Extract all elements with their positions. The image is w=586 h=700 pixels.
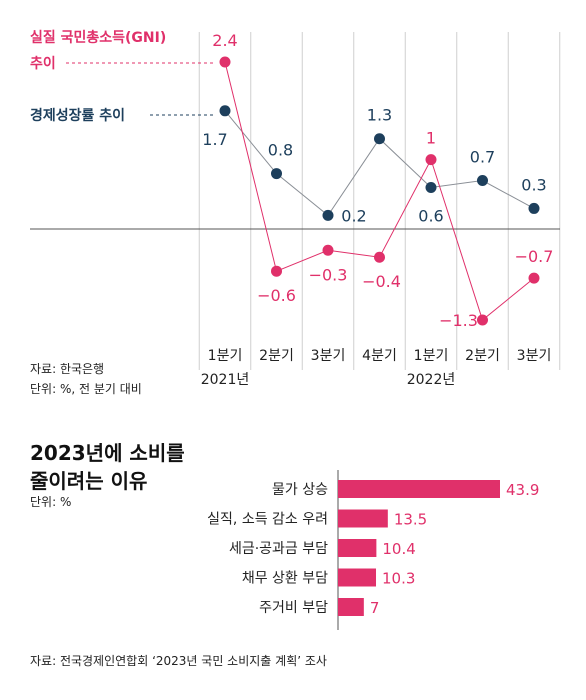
bar-category-label: 실직, 소득 감소 우려: [207, 512, 328, 528]
bar: [338, 568, 377, 587]
category-label: 1분기: [414, 348, 449, 364]
growth-point: [322, 209, 334, 221]
gni-data-label: −1.3: [439, 311, 478, 330]
gni-data-label: −0.7: [515, 247, 554, 266]
line-chart: 2.4 −0.6 −0.3 −0.4 1 −1.3 −0.7 1.7 0.8 0.2 1.3 0.6 0…: [30, 29, 561, 396]
legend-growth: 경제성장률 추이: [30, 107, 125, 124]
category-label: 1분기: [208, 348, 243, 364]
year-label: 2022년: [407, 372, 456, 388]
gni-data-label: 2.4: [212, 31, 237, 50]
gni-point: [219, 56, 231, 68]
growth-data-label: 0.8: [268, 141, 293, 160]
chart-source: 자료: 한국은행: [30, 361, 104, 376]
gni-data-label: −0.6: [257, 286, 296, 305]
gni-point: [425, 154, 437, 166]
growth-data-label: 0.3: [521, 175, 546, 194]
growth-data-label: 1.7: [202, 130, 227, 149]
category-label: 4분기: [362, 348, 397, 364]
growth-point: [374, 133, 385, 145]
bar: [338, 509, 388, 528]
bar-title-line1: 2023년에 소비를: [30, 441, 185, 465]
bar: [338, 539, 377, 557]
bar-value-label: 43.9: [506, 481, 539, 499]
legend-gni-line1: 실질 국민총소득(GNI): [30, 29, 166, 46]
growth-point: [219, 105, 231, 117]
bar-value-label: 13.5: [394, 511, 427, 529]
gni-data-label: −0.4: [362, 272, 401, 291]
survey-source: 자료: 전국경제인연합회 ‘2023년 국민 소비지출 계획’ 조사: [30, 654, 327, 668]
growth-data-label: 0.6: [418, 207, 443, 226]
bar-category-label: 채무 상환 부담: [242, 571, 328, 587]
bar-value-label: 10.4: [382, 540, 415, 558]
growth-point: [528, 202, 540, 214]
bar-value-label: 10.3: [382, 570, 415, 588]
legend-gni-line2: 추이: [30, 55, 56, 72]
bar-value-label: 7: [370, 599, 380, 617]
gni-data-label: 1: [426, 129, 436, 148]
gni-point: [374, 251, 385, 263]
growth-data-label: 1.3: [367, 106, 392, 125]
bar-title-line2: 줄이려는 이유: [30, 469, 147, 493]
growth-data-label: 0.2: [341, 206, 366, 225]
category-label: 2분기: [259, 348, 294, 364]
category-label: 3분기: [311, 348, 346, 364]
growth-point: [477, 175, 488, 187]
growth-data-label: 0.7: [470, 148, 495, 167]
growth-point: [271, 168, 282, 180]
category-label: 2분기: [465, 348, 500, 364]
gni-point: [528, 272, 540, 284]
gni-data-label: −0.3: [309, 265, 348, 284]
bar-category-label: 물가 상승: [272, 482, 328, 498]
gni-point: [271, 265, 282, 277]
chart-source: 단위: %, 전 분기 대비: [30, 382, 142, 396]
growth-point: [425, 182, 437, 194]
bar-unit: 단위: %: [30, 495, 71, 509]
bar-category-label: 세금·공과금 부담: [229, 541, 328, 557]
bar: [338, 480, 500, 498]
bar: [338, 598, 364, 616]
category-label: 3분기: [517, 348, 552, 364]
gni-point: [477, 314, 488, 326]
bar-category-label: 주거비 부담: [259, 600, 328, 616]
gni-point: [322, 244, 334, 256]
year-label: 2021년: [201, 372, 250, 388]
